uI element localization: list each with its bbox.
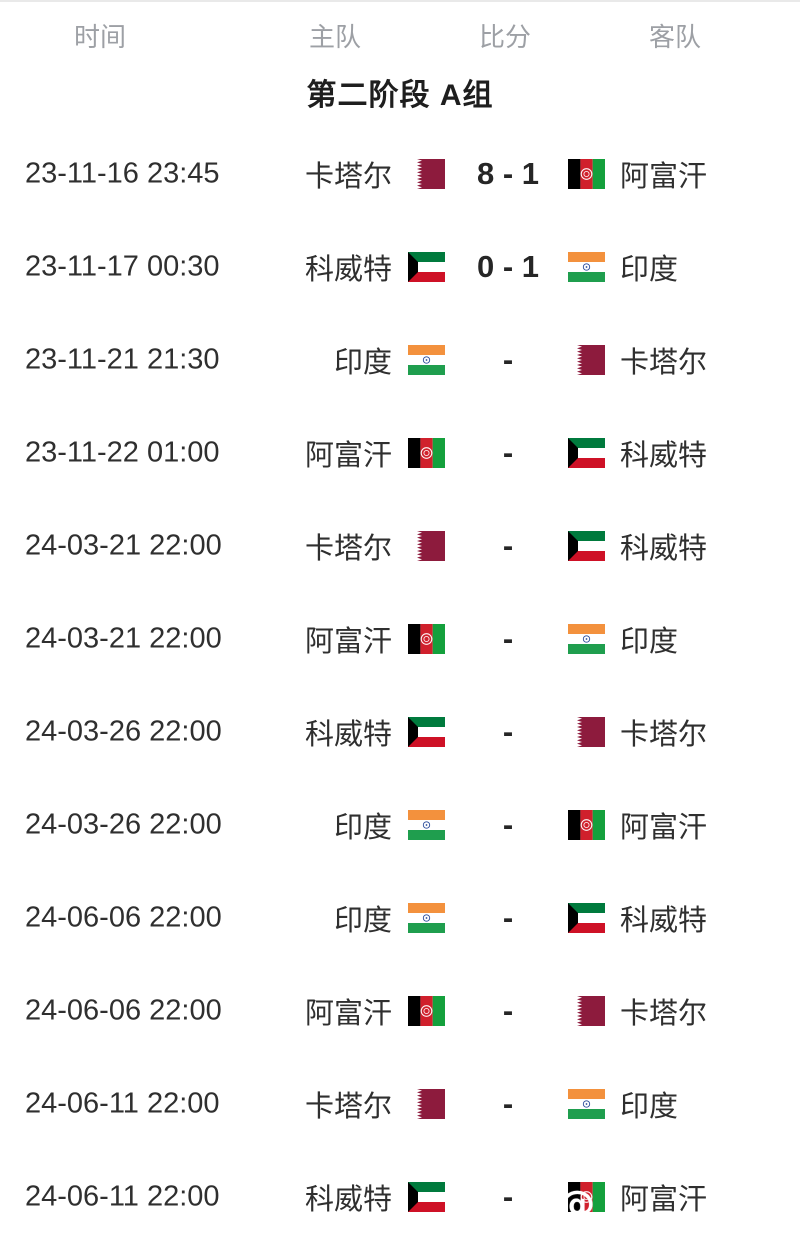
flag-afghanistan-icon — [568, 158, 605, 189]
flag-qatar-icon — [568, 995, 605, 1026]
home-team-name: 卡塔尔 — [304, 532, 392, 565]
flag-afghanistan-icon — [408, 995, 445, 1026]
match-row[interactable]: 23-11-21 21:30 印度 - 卡塔尔 — [0, 313, 800, 406]
match-list: 23-11-16 23:45 卡塔尔 8 - 1 阿富汗 23-11-17 00… — [0, 127, 800, 1243]
away-team-name: 卡塔尔 — [620, 346, 708, 379]
match-time: 24-03-21 22:00 — [25, 529, 222, 561]
away-team-name: 卡塔尔 — [620, 718, 708, 751]
match-score: - — [502, 806, 514, 842]
match-score: 8 - 1 — [476, 155, 540, 191]
match-score: - — [502, 620, 514, 656]
match-row[interactable]: 24-03-26 22:00 科威特 - 卡塔尔 — [0, 685, 800, 778]
flag-afghanistan-icon — [408, 623, 445, 654]
match-row[interactable]: 24-06-06 22:00 阿富汗 - 卡塔尔 — [0, 964, 800, 1057]
flag-india-icon — [408, 344, 445, 375]
match-time: 23-11-17 00:30 — [25, 250, 220, 282]
flag-qatar-icon — [568, 344, 605, 375]
match-score: - — [502, 899, 514, 935]
match-score: - — [502, 1178, 514, 1214]
match-score: - — [502, 1085, 514, 1121]
away-team-name: 印度 — [620, 253, 679, 286]
column-header-score: 比分 — [478, 22, 532, 52]
away-team-name: 科威特 — [620, 439, 708, 472]
home-team-name: 科威特 — [304, 1183, 392, 1216]
flag-kuwait-icon — [408, 251, 445, 282]
flag-india-icon — [568, 623, 605, 654]
match-time: 24-06-11 22:00 — [25, 1087, 220, 1119]
match-time: 24-03-21 22:00 — [25, 622, 222, 654]
match-time: 24-06-11 22:00 — [25, 1180, 220, 1212]
match-row[interactable]: 23-11-22 01:00 阿富汗 - 科威特 — [0, 406, 800, 499]
flag-qatar-icon — [408, 1088, 445, 1119]
flag-india-icon — [408, 902, 445, 933]
flag-qatar-icon — [568, 716, 605, 747]
flag-india-icon — [568, 1088, 605, 1119]
flag-qatar-icon — [408, 158, 445, 189]
match-score: 0 - 1 — [476, 248, 540, 284]
home-team-name: 阿富汗 — [304, 439, 392, 472]
match-row[interactable]: 24-03-21 22:00 卡塔尔 - 科威特 — [0, 499, 800, 592]
watermark-at-icon: @ — [559, 1183, 595, 1225]
top-edge-divider — [0, 0, 800, 2]
column-header-home: 主队 — [308, 22, 362, 52]
column-header-away: 客队 — [648, 22, 702, 52]
home-team-name: 阿富汗 — [304, 625, 392, 658]
flag-qatar-icon — [408, 530, 445, 561]
match-time: 23-11-21 21:30 — [25, 343, 220, 375]
match-time: 24-03-26 22:00 — [25, 808, 222, 840]
column-header-time: 时间 — [73, 22, 127, 52]
away-team-name: 科威特 — [620, 904, 708, 937]
match-row[interactable]: 23-11-16 23:45 卡塔尔 8 - 1 阿富汗 — [0, 127, 800, 220]
match-score: - — [502, 992, 514, 1028]
match-score: - — [502, 434, 514, 470]
flag-kuwait-icon — [568, 902, 605, 933]
home-team-name: 阿富汗 — [304, 997, 392, 1030]
flag-kuwait-icon — [408, 716, 445, 747]
flag-kuwait-icon — [568, 437, 605, 468]
match-row[interactable]: 23-11-17 00:30 科威特 0 - 1 印度 — [0, 220, 800, 313]
match-time: 24-03-26 22:00 — [25, 715, 222, 747]
away-team-name: 阿富汗 — [620, 1183, 708, 1216]
home-team-name: 科威特 — [304, 253, 392, 286]
flag-kuwait-icon — [568, 530, 605, 561]
away-team-name: 阿富汗 — [620, 811, 708, 844]
home-team-name: 印度 — [333, 904, 392, 937]
flag-afghanistan-icon — [568, 809, 605, 840]
match-time: 23-11-16 23:45 — [25, 157, 220, 189]
flag-afghanistan-icon — [408, 437, 445, 468]
away-team-name: 印度 — [620, 625, 679, 658]
match-score: - — [502, 713, 514, 749]
match-row[interactable]: 24-06-11 22:00 科威特 - @ 阿富汗 — [0, 1150, 800, 1243]
home-team-name: 科威特 — [304, 718, 392, 751]
match-row[interactable]: 24-03-21 22:00 阿富汗 - 印度 — [0, 592, 800, 685]
match-time: 23-11-22 01:00 — [25, 436, 220, 468]
away-team-name: 科威特 — [620, 532, 708, 565]
flag-afghanistan-icon: @ — [559, 1181, 605, 1222]
home-team-name: 印度 — [333, 811, 392, 844]
away-team-name: 阿富汗 — [620, 160, 708, 193]
flag-india-icon — [568, 251, 605, 282]
away-team-name: 印度 — [620, 1090, 679, 1123]
match-score: - — [502, 341, 514, 377]
home-team-name: 卡塔尔 — [304, 160, 392, 193]
flag-kuwait-icon — [408, 1181, 445, 1212]
home-team-name: 印度 — [333, 346, 392, 379]
away-team-name: 卡塔尔 — [620, 997, 708, 1030]
match-score: - — [502, 527, 514, 563]
match-row[interactable]: 24-06-06 22:00 印度 - 科威特 — [0, 871, 800, 964]
match-row[interactable]: 24-06-11 22:00 卡塔尔 - 印度 — [0, 1057, 800, 1150]
match-row[interactable]: 24-03-26 22:00 印度 - 阿富汗 — [0, 778, 800, 871]
match-time: 24-06-06 22:00 — [25, 994, 222, 1026]
match-time: 24-06-06 22:00 — [25, 901, 222, 933]
flag-india-icon — [408, 809, 445, 840]
home-team-name: 卡塔尔 — [304, 1090, 392, 1123]
group-title: 第二阶段 A组 — [306, 79, 494, 112]
